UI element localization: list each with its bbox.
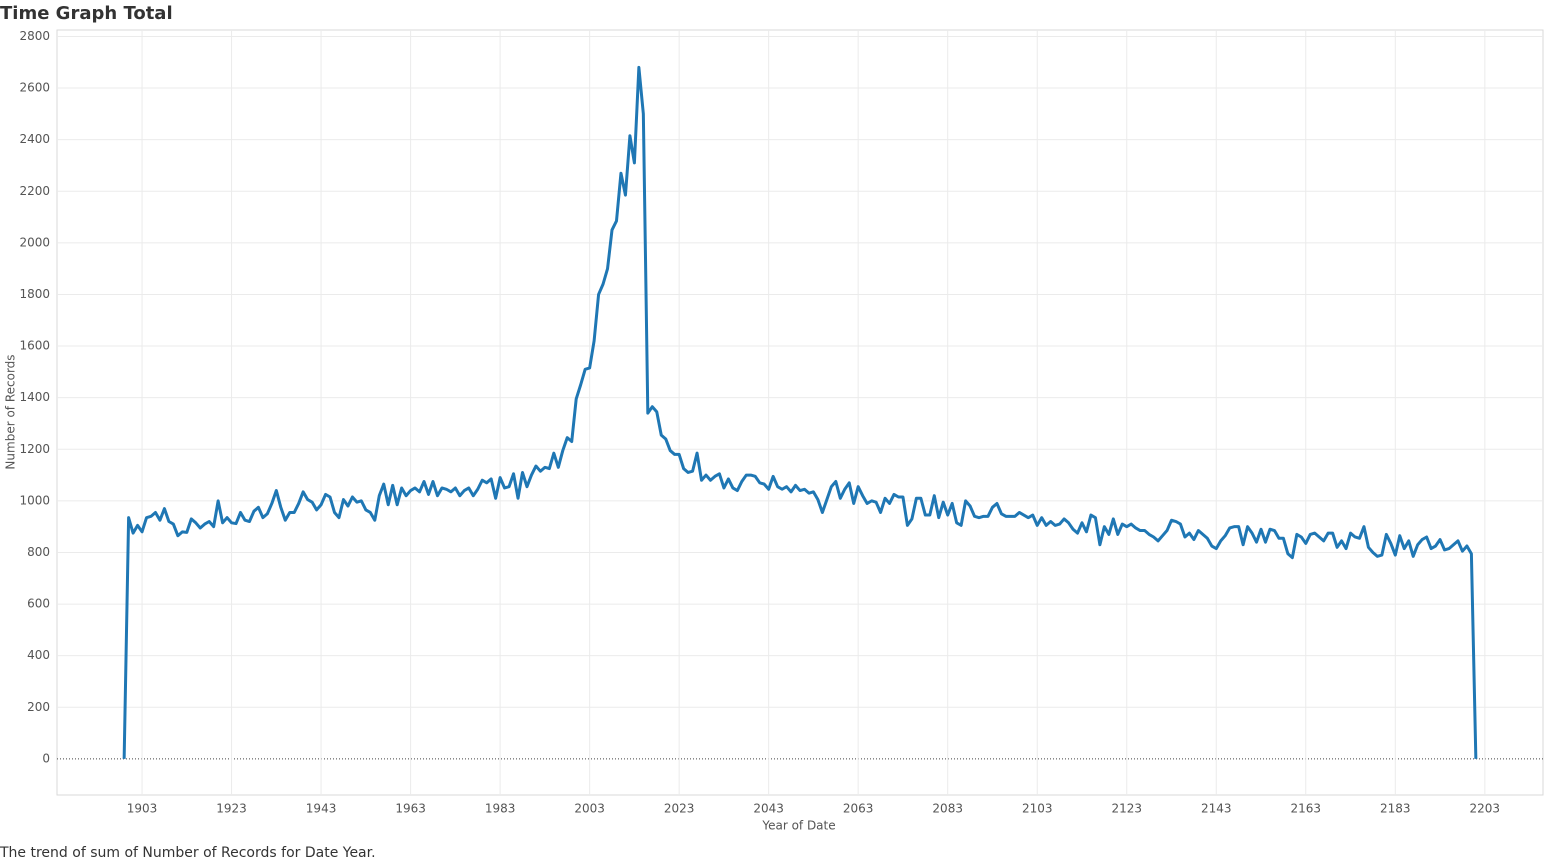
y-tick-label: 400: [27, 648, 50, 662]
x-tick-label: 1923: [216, 802, 247, 816]
y-tick-label: 1200: [19, 442, 50, 456]
y-tick-label: 200: [27, 700, 50, 714]
x-tick-label: 2163: [1291, 802, 1322, 816]
x-tick-label: 2003: [574, 802, 605, 816]
chart-title: Time Graph Total: [0, 3, 173, 24]
y-tick-label: 800: [27, 545, 50, 559]
y-tick-label: 1800: [19, 287, 50, 301]
y-tick-label: 600: [27, 597, 50, 611]
x-tick-label: 2123: [1111, 802, 1142, 816]
x-tick-label: 2023: [664, 802, 695, 816]
y-tick-label: 1400: [19, 390, 50, 404]
y-tick-label: 2600: [19, 81, 50, 95]
x-tick-label: 2143: [1201, 802, 1232, 816]
y-tick-label: 2400: [19, 132, 50, 146]
x-tick-label: 1943: [306, 802, 337, 816]
plot-border: [56, 29, 1544, 796]
x-tick-label: 2083: [932, 802, 963, 816]
y-tick-label: 2000: [19, 235, 50, 249]
x-tick-label: 2063: [843, 802, 874, 816]
x-axis-label: Year of Date: [761, 819, 835, 833]
y-tick-label: 1600: [19, 339, 50, 353]
x-tick-label: 2183: [1380, 802, 1411, 816]
y-tick-label: 2800: [19, 29, 50, 43]
y-axis-label: Number of Records: [4, 354, 18, 469]
y-tick-label: 2200: [19, 184, 50, 198]
x-tick-label: 1963: [395, 802, 426, 816]
caption: The trend of sum of Number of Records fo…: [0, 845, 376, 861]
y-tick-label: 0: [42, 751, 50, 765]
x-tick-label: 2203: [1470, 802, 1501, 816]
data-line: [122, 65, 1478, 759]
x-tick-label: 2043: [753, 802, 784, 816]
x-tick-label: 2103: [1022, 802, 1053, 816]
y-tick-label: 1000: [19, 493, 50, 507]
x-tick-label: 1903: [127, 802, 158, 816]
x-tick-label: 1983: [485, 802, 516, 816]
